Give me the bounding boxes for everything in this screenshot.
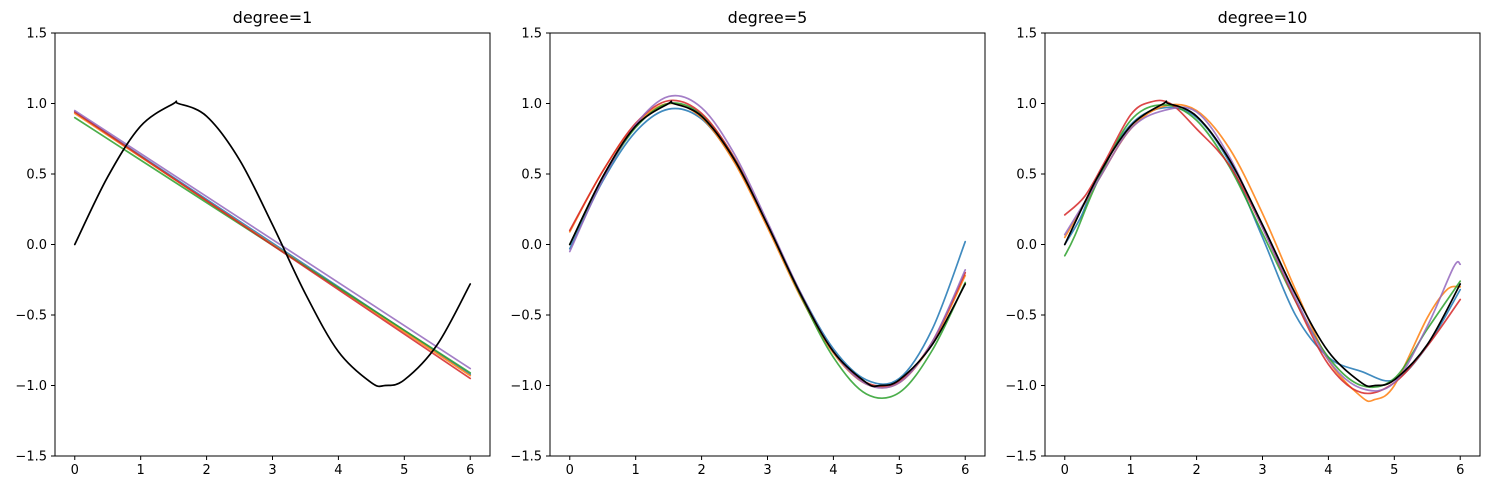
subplot-degree-1: degree=1 0 1 2 3 4 5 6 −1.5 −1.0 −0.5 0.0 0.5 1.0 1.5 bbox=[15, 8, 491, 478]
y-tick-label: 1.5 bbox=[1016, 27, 1037, 42]
fitted-line-5 bbox=[568, 94, 967, 389]
true-function-line bbox=[1063, 100, 1462, 388]
x-tick-label: 5 bbox=[895, 463, 903, 478]
y-tick-label: 0.0 bbox=[26, 238, 47, 253]
y-tick-label: −1.5 bbox=[510, 450, 542, 465]
x-tick-label: 1 bbox=[632, 463, 640, 478]
x-tick-label: 4 bbox=[829, 463, 837, 478]
fitted-line-2 bbox=[568, 102, 967, 389]
y-tick-label: 1.0 bbox=[1016, 97, 1037, 112]
x-tick-label: 6 bbox=[466, 463, 474, 478]
x-tick-label: 4 bbox=[334, 463, 342, 478]
x-tick-label: 4 bbox=[1324, 463, 1332, 478]
x-tick-label: 3 bbox=[268, 463, 276, 478]
fitted-line-3 bbox=[1063, 104, 1462, 389]
x-tick-label: 3 bbox=[1258, 463, 1266, 478]
y-tick-label: −0.5 bbox=[1005, 309, 1037, 324]
fitted-line-4 bbox=[73, 111, 472, 380]
y-tick-label: 1.5 bbox=[521, 27, 542, 42]
series-group bbox=[568, 94, 967, 400]
subplot-title: degree=10 bbox=[1218, 8, 1308, 27]
x-tick-label: 5 bbox=[1390, 463, 1398, 478]
y-tick-label: 0.5 bbox=[26, 168, 47, 183]
y-tick-label: −0.5 bbox=[510, 309, 542, 324]
x-tick-label: 0 bbox=[566, 463, 574, 478]
y-tick-label: 1.0 bbox=[26, 97, 47, 112]
y-tick-label: −1.0 bbox=[510, 379, 542, 394]
series-group bbox=[73, 100, 472, 388]
x-tick-label: 6 bbox=[961, 463, 969, 478]
x-tick-label: 1 bbox=[1127, 463, 1135, 478]
y-tick-label: 0.0 bbox=[521, 238, 542, 253]
subplot-degree-10: degree=10 0 1 2 3 4 5 6 −1.5 −1.0 −0.5 0.0 0.5 1.0 1.… bbox=[1005, 8, 1481, 478]
x-tick-label: 2 bbox=[202, 463, 210, 478]
fitted-line-5 bbox=[1063, 106, 1462, 392]
fitted-line-2 bbox=[1063, 103, 1462, 403]
y-tick-label: 0.5 bbox=[521, 168, 542, 183]
y-tick-label: −1.0 bbox=[15, 379, 47, 394]
x-tick-label: 6 bbox=[1456, 463, 1464, 478]
subplot-title: degree=5 bbox=[728, 8, 808, 27]
true-function-line bbox=[568, 100, 967, 388]
y-tick-label: −1.5 bbox=[15, 450, 47, 465]
x-tick-label: 2 bbox=[697, 463, 705, 478]
y-tick-label: 0.5 bbox=[1016, 168, 1037, 183]
axes-frame bbox=[549, 32, 986, 457]
series-group bbox=[1063, 99, 1462, 403]
subplot-title: degree=1 bbox=[233, 8, 313, 27]
x-tick-label: 1 bbox=[137, 463, 145, 478]
fitted-line-4 bbox=[1063, 99, 1462, 395]
y-tick-label: 0.0 bbox=[1016, 238, 1037, 253]
subplot-degree-5: degree=5 0 1 2 3 4 5 6 −1.5 −1.0 −0.5 0.0 0.5 1.0 1.5 bbox=[510, 8, 986, 478]
fitted-line-5 bbox=[73, 109, 472, 370]
fitted-line-1 bbox=[568, 107, 967, 386]
fitted-line-4 bbox=[568, 99, 967, 388]
y-tick-label: −0.5 bbox=[15, 309, 47, 324]
axes-frame bbox=[1044, 32, 1481, 457]
y-tick-label: 1.0 bbox=[521, 97, 542, 112]
y-tick-label: −1.0 bbox=[1005, 379, 1037, 394]
x-tick-label: 3 bbox=[763, 463, 771, 478]
x-tick-label: 0 bbox=[71, 463, 79, 478]
fitted-line-3 bbox=[568, 102, 967, 400]
x-tick-label: 5 bbox=[400, 463, 408, 478]
x-tick-label: 2 bbox=[1192, 463, 1200, 478]
true-function-line bbox=[73, 100, 472, 388]
y-tick-label: −1.5 bbox=[1005, 450, 1037, 465]
y-tick-label: 1.5 bbox=[26, 27, 47, 42]
x-tick-label: 0 bbox=[1061, 463, 1069, 478]
fitted-line-1 bbox=[1063, 106, 1462, 382]
